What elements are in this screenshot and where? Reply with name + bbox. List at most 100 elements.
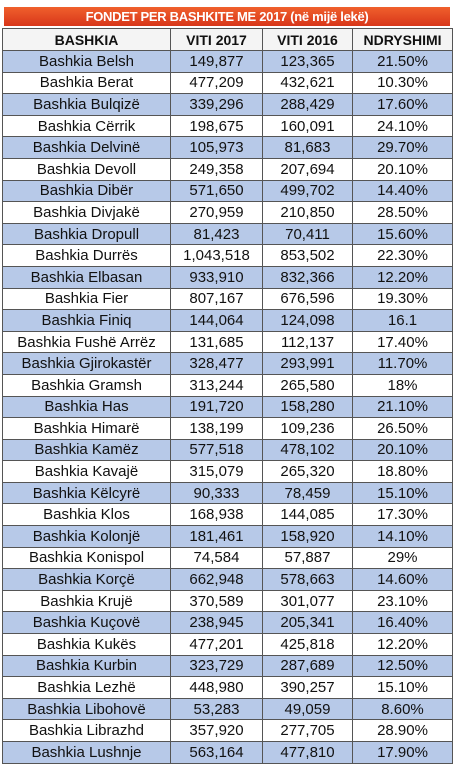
value-cell: 28.50%: [352, 201, 453, 224]
table-row: Bashkia Gramsh 313,244 265,580 18%: [2, 373, 453, 397]
value-cell: 181,461: [170, 525, 263, 548]
value-cell: 81,423: [170, 222, 263, 246]
value-cell: 14.10%: [352, 525, 453, 548]
municipality-cell: Bashkia Kolonjë: [2, 525, 171, 548]
table-row: Bashkia Kolonjë 181,461 158,920 14.10%: [2, 525, 453, 548]
value-cell: 288,429: [262, 93, 353, 116]
value-cell: 53,283: [170, 697, 263, 721]
value-cell: 15.10%: [352, 481, 453, 505]
value-cell: 90,333: [170, 481, 263, 505]
value-cell: 57,887: [262, 546, 353, 570]
value-cell: 265,580: [262, 373, 353, 397]
table-row: Bashkia Has 191,720 158,280 21.10%: [2, 395, 453, 419]
value-cell: 15.10%: [352, 676, 453, 699]
value-cell: 1,043,518: [170, 244, 263, 267]
value-cell: 17.90%: [352, 741, 453, 764]
value-cell: 105,973: [170, 136, 263, 159]
value-cell: 12.20%: [352, 633, 453, 656]
municipality-cell: Bashkia Has: [2, 395, 171, 419]
value-cell: 563,164: [170, 741, 263, 764]
value-cell: 70,411: [262, 222, 353, 246]
municipality-cell: Bashkia Gjirokastër: [2, 352, 171, 375]
value-cell: 313,244: [170, 373, 263, 397]
value-cell: 12.20%: [352, 265, 453, 289]
column-header: BASHKIA: [2, 28, 171, 51]
value-cell: 448,980: [170, 676, 263, 699]
value-cell: 14.40%: [352, 179, 453, 203]
value-cell: 477,810: [262, 741, 353, 764]
funds-table: BASHKIA VITI 2017 VITI 2016 NDRYSHIMI Bashk…: [2, 28, 453, 764]
column-header: NDRYSHIMI: [352, 28, 453, 51]
value-cell: 315,079: [170, 460, 263, 483]
value-cell: 17.60%: [352, 93, 453, 116]
value-cell: 124,098: [262, 309, 353, 332]
value-cell: 832,366: [262, 265, 353, 289]
municipality-cell: Bashkia Belsh: [2, 50, 171, 73]
value-cell: 20.10%: [352, 438, 453, 462]
value-cell: 23.10%: [352, 589, 453, 613]
value-cell: 29.70%: [352, 136, 453, 159]
table-row: Bashkia Kuçovë 238,945 205,341 16.40%: [2, 611, 453, 635]
value-cell: 17.40%: [352, 330, 453, 354]
municipality-cell: Bashkia Finiq: [2, 309, 171, 332]
value-cell: 323,729: [170, 654, 263, 678]
value-cell: 158,280: [262, 395, 353, 419]
value-cell: 499,702: [262, 179, 353, 203]
value-cell: 144,085: [262, 503, 353, 527]
value-cell: 807,167: [170, 287, 263, 311]
value-cell: 425,818: [262, 633, 353, 656]
municipality-cell: Bashkia Korçë: [2, 568, 171, 591]
value-cell: 26.50%: [352, 417, 453, 440]
value-cell: 15.60%: [352, 222, 453, 246]
table-row: Bashkia Kukës 477,201 425,818 12.20%: [2, 633, 453, 656]
table-row: Bashkia Durrës 1,043,518 853,502 22.30%: [2, 244, 453, 267]
table-row: Bashkia Finiq 144,064 124,098 16.1: [2, 309, 453, 332]
table-row: Bashkia Klos 168,938 144,085 17.30%: [2, 503, 453, 527]
table-row: Bashkia Konispol 74,584 57,887 29%: [2, 546, 453, 570]
value-cell: 11.70%: [352, 352, 453, 375]
value-cell: 29%: [352, 546, 453, 570]
value-cell: 149,877: [170, 50, 263, 73]
value-cell: 933,910: [170, 265, 263, 289]
header-row: BASHKIA VITI 2017 VITI 2016 NDRYSHIMI: [2, 28, 453, 51]
municipality-cell: Bashkia Kuçovë: [2, 611, 171, 635]
table-row: Bashkia Kurbin 323,729 287,689 12.50%: [2, 654, 453, 678]
value-cell: 853,502: [262, 244, 353, 267]
value-cell: 20.10%: [352, 157, 453, 181]
municipality-cell: Bashkia Delvinë: [2, 136, 171, 159]
value-cell: 301,077: [262, 589, 353, 613]
table-row: Bashkia Delvinë 105,973 81,683 29.70%: [2, 136, 453, 159]
table-row: Bashkia Lushnje 563,164 477,810 17.90%: [2, 741, 453, 764]
table-body: Bashkia Belsh 149,877 123,365 21.50% Bashkia…: [2, 50, 453, 764]
municipality-cell: Bashkia Himarë: [2, 417, 171, 440]
value-cell: 370,589: [170, 589, 263, 613]
value-cell: 21.10%: [352, 395, 453, 419]
table-row: Bashkia Bulqizë 339,296 288,429 17.60%: [2, 93, 453, 116]
value-cell: 578,663: [262, 568, 353, 591]
value-cell: 16.40%: [352, 611, 453, 635]
value-cell: 14.60%: [352, 568, 453, 591]
municipality-cell: Bashkia Lezhë: [2, 676, 171, 699]
municipality-cell: Bashkia Bulqizë: [2, 93, 171, 116]
municipality-cell: Bashkia Dibër: [2, 179, 171, 203]
value-cell: 16.1: [352, 309, 453, 332]
value-cell: 577,518: [170, 438, 263, 462]
municipality-cell: Bashkia Konispol: [2, 546, 171, 570]
value-cell: 676,596: [262, 287, 353, 311]
municipality-cell: Bashkia Elbasan: [2, 265, 171, 289]
value-cell: 81,683: [262, 136, 353, 159]
column-header: VITI 2016: [262, 28, 353, 51]
municipality-cell: Bashkia Devoll: [2, 157, 171, 181]
value-cell: 74,584: [170, 546, 263, 570]
table-row: Bashkia Gjirokastër 328,477 293,991 11.70%: [2, 352, 453, 375]
table-row: Bashkia Librazhd 357,920 277,705 28.90%: [2, 719, 453, 742]
value-cell: 78,459: [262, 481, 353, 505]
table-row: Bashkia Fier 807,167 676,596 19.30%: [2, 287, 453, 311]
value-cell: 477,201: [170, 633, 263, 656]
value-cell: 22.30%: [352, 244, 453, 267]
value-cell: 168,938: [170, 503, 263, 527]
municipality-cell: Bashkia Kukës: [2, 633, 171, 656]
value-cell: 49,059: [262, 697, 353, 721]
value-cell: 21.50%: [352, 50, 453, 73]
